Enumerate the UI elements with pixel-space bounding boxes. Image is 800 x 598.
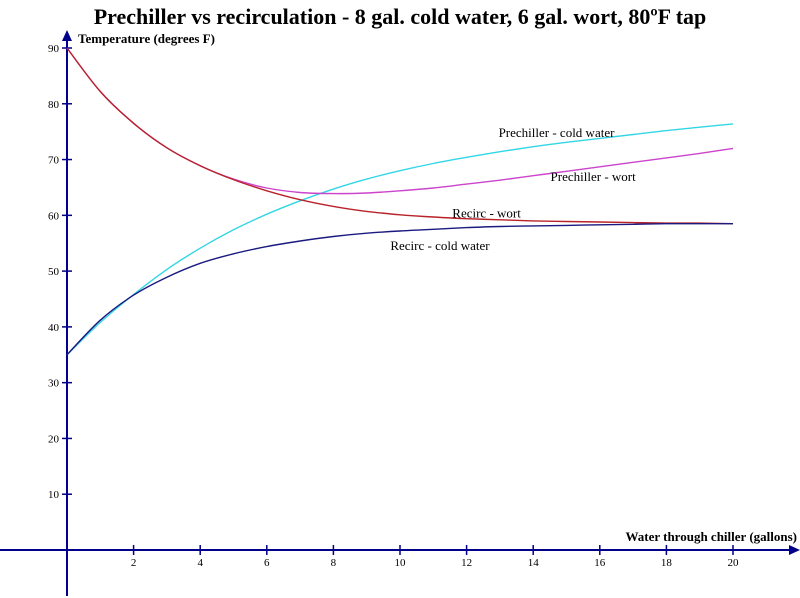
y-tick-label: 70	[48, 155, 60, 167]
x-tick-label: 8	[331, 557, 337, 569]
y-tick-label: 30	[48, 378, 60, 390]
x-tick-label: 14	[528, 557, 540, 569]
x-tick-label: 16	[594, 557, 606, 569]
x-tick-label: 6	[264, 557, 270, 569]
y-tick-label: 20	[48, 433, 60, 445]
series-line-prechiller-cold-water	[66, 123, 734, 356]
series-label: Recirc - cold water	[390, 238, 490, 253]
x-axis-label: Water through chiller (gallons)	[625, 529, 797, 544]
x-axis-arrow	[789, 545, 800, 555]
y-tick-label: 40	[48, 322, 60, 334]
x-tick-label: 10	[395, 557, 407, 569]
series-line-recirc-cold-water	[66, 222, 733, 356]
x-tick-label: 18	[661, 557, 673, 569]
series-line-recirc-wort	[66, 47, 734, 225]
y-ticks: 10 20 30 40 50 60 70 80 90	[48, 43, 72, 501]
y-tick-label: 10	[48, 489, 60, 501]
x-tick-label: 4	[197, 557, 203, 569]
y-axis-label: Temperature (degrees F)	[78, 31, 215, 46]
series-label: Prechiller - wort	[551, 169, 637, 184]
axes	[0, 30, 800, 596]
y-tick-label: 50	[48, 266, 60, 278]
x-tick-label: 20	[728, 557, 740, 569]
y-axis-arrow	[62, 30, 72, 41]
x-ticks: 2 4 6 8 10 12 14 16 18 20	[131, 545, 739, 569]
series-lines	[66, 47, 734, 356]
y-tick-label: 60	[48, 210, 60, 222]
x-tick-label: 12	[461, 557, 472, 569]
y-tick-label: 80	[48, 99, 60, 111]
y-tick-label: 90	[48, 43, 60, 55]
series-labels: Prechiller - cold water Prechiller - wort…	[390, 125, 636, 253]
chart-title: Prechiller vs recirculation - 8 gal. col…	[94, 4, 707, 29]
series-label: Prechiller - cold water	[499, 125, 616, 140]
series-label: Recirc - wort	[452, 206, 521, 221]
x-tick-label: 2	[131, 557, 137, 569]
